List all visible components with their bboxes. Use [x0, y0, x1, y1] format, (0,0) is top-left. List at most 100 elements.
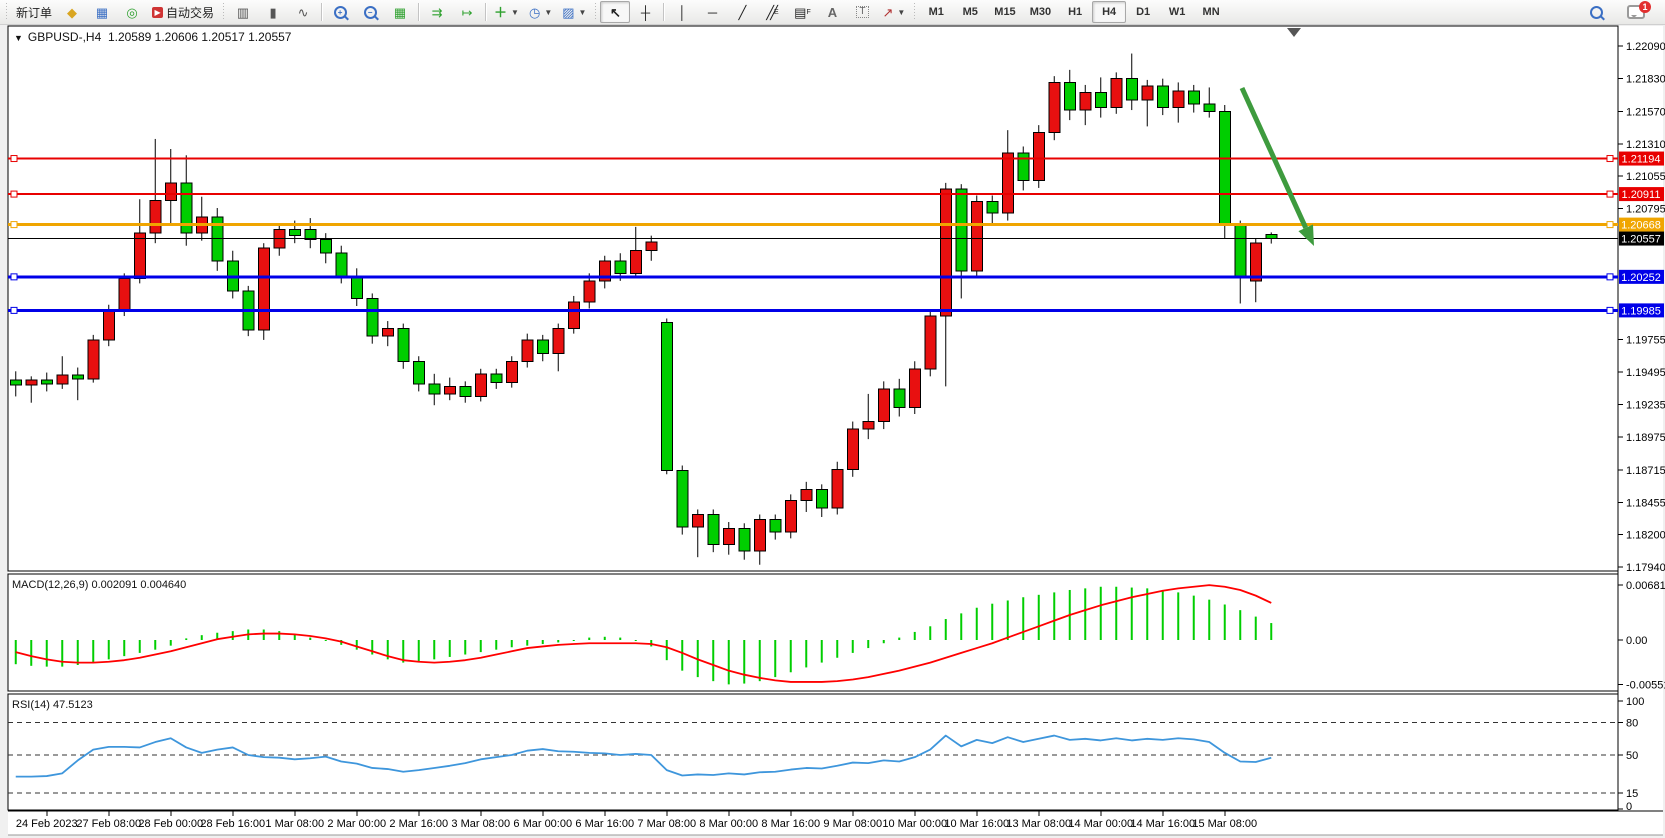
candle-body	[831, 468, 844, 509]
price-badge-1.20557	[1619, 231, 1664, 246]
hline-handle[interactable]	[1606, 155, 1614, 163]
candle-body	[1079, 91, 1092, 111]
timeframe-m30-button[interactable]: M30	[1029, 6, 1052, 18]
toolbar-separator	[418, 3, 420, 21]
hline-handle[interactable]	[1606, 221, 1614, 229]
trendline-button[interactable]: ╱	[727, 1, 757, 23]
indicators-button[interactable]: ＋ ▼	[489, 1, 524, 23]
crosshair-button[interactable]: ┼	[630, 1, 660, 23]
search-button[interactable]	[1581, 1, 1611, 23]
chart-shift-button[interactable]: ↦	[452, 1, 482, 23]
data-window-button[interactable]: ▦	[87, 1, 117, 23]
chat-button[interactable]: 1	[1621, 1, 1651, 23]
indicators-icon: ＋	[494, 4, 508, 20]
candle-body	[366, 297, 379, 337]
price-tick-label: 1.21055	[1626, 171, 1665, 183]
hline-handle[interactable]	[10, 306, 18, 314]
price-tick-label: 1.18455	[1626, 498, 1665, 510]
periods-button[interactable]: ◷ ▼	[524, 1, 557, 23]
vertical-line-button[interactable]: │	[667, 1, 697, 23]
time-tick-label: 8 Mar 00:00	[699, 818, 758, 830]
pane-splitter[interactable]	[8, 571, 1618, 575]
candlestick-chart-button[interactable]: ▮	[258, 1, 288, 23]
bar-chart-icon: ▥	[236, 4, 250, 20]
candle-body	[691, 513, 704, 528]
zoom-out-button[interactable]: −	[355, 1, 385, 23]
time-tick-label: 14 Mar 16:00	[1130, 818, 1195, 830]
candle-body	[428, 383, 441, 395]
chart-shift-marker-icon[interactable]	[1287, 28, 1301, 37]
trend-arrow-annotation[interactable]	[1239, 86, 1308, 229]
pane-splitter[interactable]	[8, 691, 1618, 695]
timeframe-m5-button[interactable]: M5	[962, 6, 978, 18]
timeframe-h4-button[interactable]: H4	[1092, 1, 1127, 23]
navigator-button[interactable]: ◎	[117, 1, 147, 23]
candle-body	[319, 238, 332, 254]
time-tick-label: 6 Mar 00:00	[513, 818, 572, 830]
templates-button[interactable]: ▨ ▼	[557, 1, 591, 23]
toolbar-grip[interactable]	[221, 3, 227, 21]
candle-body	[288, 228, 301, 237]
hline-handle[interactable]	[1606, 273, 1614, 281]
price-tick-label: 1.22090	[1626, 41, 1665, 53]
candle-body	[257, 247, 270, 331]
candle-body	[490, 373, 503, 384]
timeframe-w1-button[interactable]: W1	[1168, 6, 1186, 18]
auto-scroll-button[interactable]: ⇉	[422, 1, 452, 23]
candle-body	[939, 188, 952, 317]
time-tick-label: 28 Feb 00:00	[138, 818, 203, 830]
arrows-button[interactable]: ↗ ▼	[877, 1, 910, 23]
time-tick-label: 2 Mar 00:00	[327, 818, 386, 830]
dropdown-caret-icon: ▼	[578, 7, 587, 17]
hline-handle[interactable]	[10, 155, 18, 163]
candle-body	[87, 339, 100, 380]
price-badge-label: 1.19985	[1621, 305, 1661, 317]
hline-handle[interactable]	[10, 190, 18, 198]
timeframe-m1-button[interactable]: M1	[928, 6, 944, 18]
time-tick-label: 7 Mar 08:00	[637, 818, 696, 830]
hline-handle[interactable]	[10, 273, 18, 281]
hline-handle[interactable]	[10, 221, 18, 229]
cursor-button[interactable]: ↖	[600, 1, 631, 23]
market-watch-button[interactable]: ◆	[57, 1, 87, 23]
equidistant-channel-button[interactable]: ╱╱ E	[757, 1, 787, 23]
zoom-in-button[interactable]: +	[325, 1, 355, 23]
fibonacci-button[interactable]: ▤ F	[787, 1, 817, 23]
candle-body	[846, 428, 859, 470]
trend-arrow-head[interactable]	[1298, 224, 1314, 246]
candle-body	[1048, 81, 1061, 134]
candle-body	[40, 379, 53, 385]
toolbar-grip[interactable]	[4, 3, 9, 21]
candle-body	[350, 275, 363, 299]
tile-windows-button[interactable]: ▦	[385, 1, 415, 23]
auto-trading-button[interactable]: ▶ 自动交易	[147, 1, 219, 23]
hline-handle[interactable]	[1606, 190, 1614, 198]
text-button[interactable]: A	[817, 1, 847, 23]
price-badge-label: 1.20668	[1621, 220, 1661, 232]
toolbar-grip[interactable]	[593, 3, 599, 21]
timeframe-m15-button[interactable]: M15	[994, 6, 1016, 18]
candle-body	[1063, 81, 1076, 111]
timeframe-mn-button[interactable]: MN	[1202, 6, 1220, 18]
auto-trading-icon: ▶	[152, 6, 164, 18]
horizontal-line-button[interactable]: ─	[697, 1, 727, 23]
bar-chart-button[interactable]: ▥	[228, 1, 258, 23]
text-label-button[interactable]: T	[847, 1, 877, 23]
line-chart-button[interactable]: ∿	[288, 1, 318, 23]
candle-body	[769, 519, 782, 533]
toolbar-separator	[663, 3, 665, 21]
candlestick-chart-icon: ▮	[269, 4, 277, 20]
candle-body	[1156, 85, 1169, 109]
new-order-button[interactable]: 新订单	[11, 1, 57, 23]
zoom-in-icon: +	[333, 5, 347, 19]
timeframe-d1-button[interactable]: D1	[1136, 6, 1151, 18]
toolbar-separator	[485, 3, 487, 21]
candle-body	[1032, 132, 1045, 181]
cursor-icon: ↖	[610, 4, 621, 20]
auto-scroll-icon: ⇉	[431, 4, 443, 20]
hline-handle[interactable]	[1606, 306, 1614, 314]
dropdown-caret-icon: ▼	[544, 7, 553, 17]
timeframe-h1-button[interactable]: H1	[1068, 6, 1083, 18]
toolbar-grip[interactable]	[912, 3, 918, 21]
